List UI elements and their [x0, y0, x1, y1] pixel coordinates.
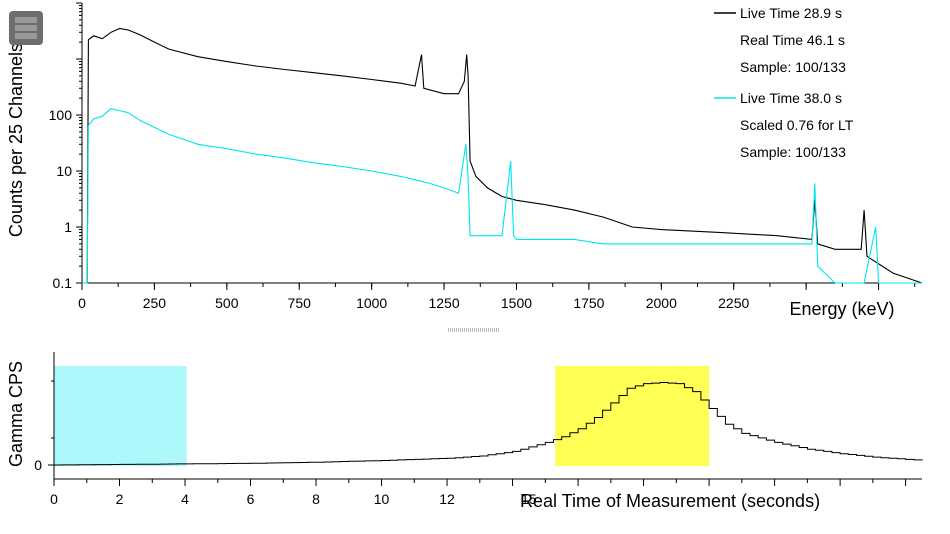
- y-tick-label: 1: [64, 219, 72, 235]
- x-tick-label: 2: [116, 491, 124, 507]
- legend-label: Sample: 100/133: [740, 59, 846, 75]
- x-tick-label: 12: [439, 491, 455, 507]
- legend-label: Sample: 100/133: [740, 144, 846, 160]
- menu-icon-bar: [15, 33, 37, 39]
- x-tick-label: 4: [181, 491, 189, 507]
- x-tick-label: 8: [312, 491, 320, 507]
- x-tick-label: 250: [143, 295, 167, 311]
- x-tick-label: 1500: [501, 295, 532, 311]
- y-tick-label: 10: [56, 163, 72, 179]
- legend-label: Scaled 0.76 for LT: [740, 117, 854, 133]
- y-axis-label: Counts per 25 Channels: [6, 43, 26, 237]
- x-axis-label: Energy (keV): [789, 299, 894, 319]
- x-tick-label: 0: [50, 491, 58, 507]
- menu-icon[interactable]: [9, 11, 43, 45]
- legend-label: Live Time 28.9 s: [740, 5, 842, 21]
- time-window-highlight: [555, 366, 710, 466]
- x-tick-label: 0: [78, 295, 86, 311]
- x-tick-label: 1000: [356, 295, 387, 311]
- x-tick-label: 500: [215, 295, 239, 311]
- menu-icon-bar: [15, 17, 37, 23]
- x-tick-label: 15: [521, 491, 537, 507]
- time-window-highlight: [54, 366, 187, 466]
- spectrum-series-line: [82, 108, 922, 284]
- y-tick-label: 0.1: [53, 275, 73, 291]
- y-axis-label: Gamma CPS: [6, 361, 26, 467]
- x-tick-label: 2250: [718, 295, 749, 311]
- x-axis-label: Real Time of Measurement (seconds): [520, 491, 820, 511]
- legend-label: Live Time 38.0 s: [740, 90, 842, 106]
- legend-label: Real Time 46.1 s: [740, 32, 845, 48]
- x-tick-label: 6: [247, 491, 255, 507]
- x-tick-label: 750: [288, 295, 312, 311]
- x-tick-label: 2000: [646, 295, 677, 311]
- plot-divider-handle[interactable]: [448, 328, 500, 332]
- x-tick-label: 10: [374, 491, 390, 507]
- x-tick-label: 1250: [428, 295, 459, 311]
- y-tick-label: 0: [34, 457, 42, 473]
- y-tick-label: 100: [49, 107, 73, 123]
- gamma-cps-series-line: [54, 382, 923, 466]
- x-tick-label: 1750: [573, 295, 604, 311]
- menu-icon-bar: [15, 25, 37, 31]
